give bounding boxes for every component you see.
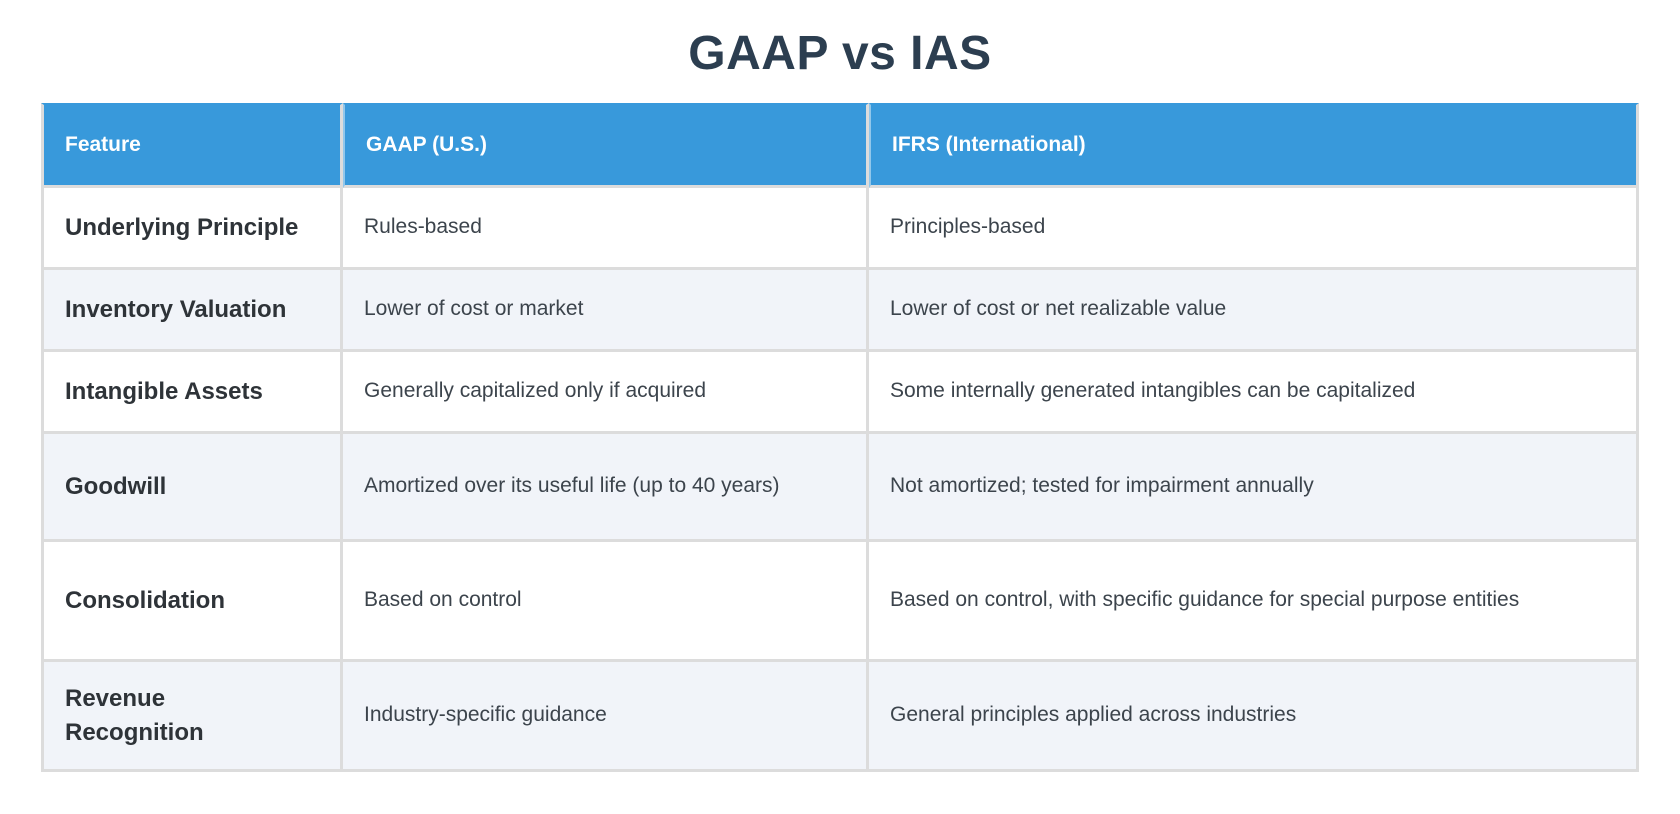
row-label: Underlying Principle bbox=[41, 188, 343, 270]
table-row-inventory-valuation: Inventory Valuation Lower of cost or mar… bbox=[41, 270, 1639, 352]
table-header-row: Feature GAAP (U.S.) IFRS (International) bbox=[41, 103, 1639, 188]
ifrs-cell: Principles-based bbox=[869, 188, 1639, 270]
ifrs-cell: Not amortized; tested for impairment ann… bbox=[869, 434, 1639, 542]
row-label: Intangible Assets bbox=[41, 352, 343, 434]
comparison-table: Feature GAAP (U.S.) IFRS (International)… bbox=[41, 103, 1639, 772]
table-row-consolidation: Consolidation Based on control Based on … bbox=[41, 542, 1639, 662]
column-header-ifrs: IFRS (International) bbox=[869, 103, 1639, 188]
row-label: Consolidation bbox=[41, 542, 343, 662]
column-header-feature: Feature bbox=[41, 103, 343, 188]
ifrs-cell: Some internally generated intangibles ca… bbox=[869, 352, 1639, 434]
table-row-intangible-assets: Intangible Assets Generally capitalized … bbox=[41, 352, 1639, 434]
gaap-cell: Industry-specific guidance bbox=[343, 662, 869, 772]
gaap-cell: Generally capitalized only if acquired bbox=[343, 352, 869, 434]
row-label: Inventory Valuation bbox=[41, 270, 343, 352]
column-header-gaap: GAAP (U.S.) bbox=[343, 103, 869, 188]
row-label: Goodwill bbox=[41, 434, 343, 542]
gaap-cell: Rules-based bbox=[343, 188, 869, 270]
gaap-cell: Amortized over its useful life (up to 40… bbox=[343, 434, 869, 542]
table-row-underlying-principle: Underlying Principle Rules-based Princip… bbox=[41, 188, 1639, 270]
page-title: GAAP vs IAS bbox=[688, 27, 992, 80]
ifrs-cell: General principles applied across indust… bbox=[869, 662, 1639, 772]
gaap-cell: Based on control bbox=[343, 542, 869, 662]
table-row-goodwill: Goodwill Amortized over its useful life … bbox=[41, 434, 1639, 542]
gaap-cell: Lower of cost or market bbox=[343, 270, 869, 352]
row-label: Revenue Recognition bbox=[41, 662, 343, 772]
ifrs-cell: Based on control, with specific guidance… bbox=[869, 542, 1639, 662]
ifrs-cell: Lower of cost or net realizable value bbox=[869, 270, 1639, 352]
table-row-revenue-recognition: Revenue Recognition Industry-specific gu… bbox=[41, 662, 1639, 772]
